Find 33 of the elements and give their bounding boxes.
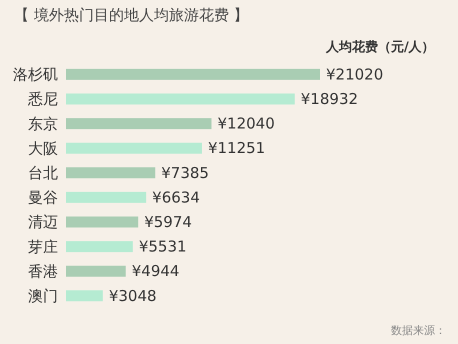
y-tick-label: 清迈 [28,213,58,232]
bar [66,93,295,104]
y-tick-label: 大阪 [28,139,58,158]
data-label: ¥21020 [326,65,384,84]
y-tick-label: 曼谷 [28,188,58,207]
data-label: ¥11251 [208,139,266,158]
data-label: ¥5531 [138,238,187,256]
y-tick-label: 洛杉矶 [13,66,58,84]
bar [66,68,320,80]
bar [66,241,133,252]
data-label: ¥4944 [132,262,180,280]
chart-title: 【 境外热门目的地人均旅游花费 】 [14,6,249,25]
bar [66,290,103,302]
data-label: ¥7385 [161,164,209,182]
y-tick-label: 芽庄 [28,238,58,256]
data-label: ¥3048 [108,286,157,305]
bar [66,167,156,178]
data-label: ¥5974 [144,212,192,231]
y-tick-label: 香港 [28,262,58,280]
data-label: ¥12040 [217,114,275,133]
bar [66,216,138,228]
data-label: ¥6634 [152,188,200,206]
data-label: ¥18932 [300,90,358,108]
bar [66,142,202,154]
source-note: 数据来源： [391,323,446,338]
y-tick-label: 悉尼 [27,90,58,108]
bar [66,118,212,130]
bar [66,266,126,277]
y-tick-label: 东京 [28,114,58,133]
y-tick-label: 澳门 [28,287,58,306]
x-axis-title: 人均花费（元/人） [326,39,435,56]
y-tick-label: 台北 [28,164,58,182]
bar [66,192,146,203]
